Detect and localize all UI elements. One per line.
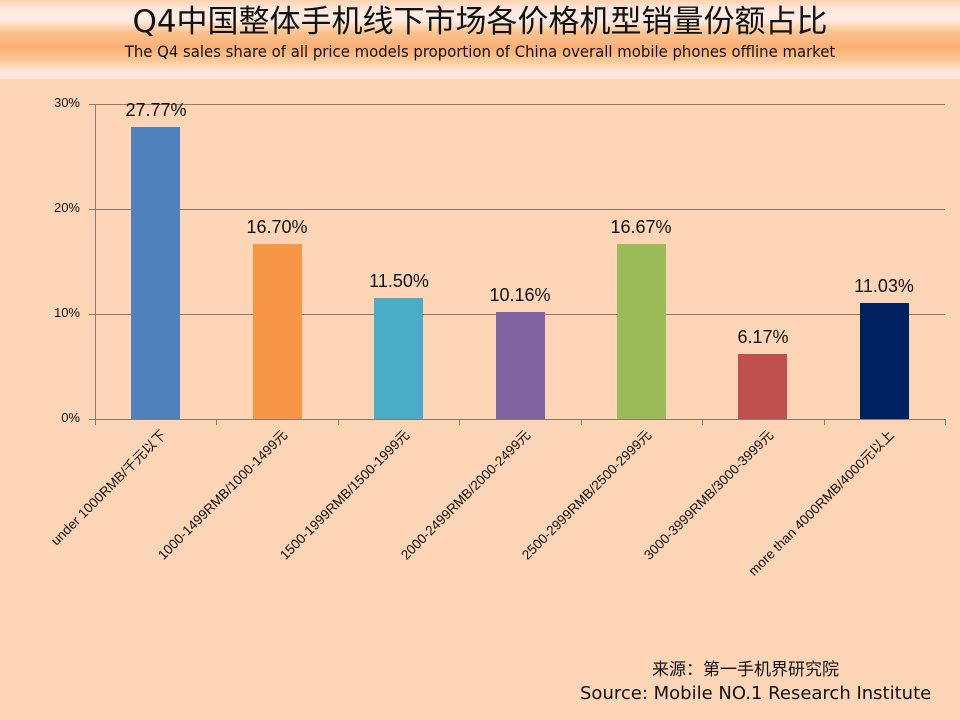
- category-label: 3000-3999RMB/3000-3999元: [641, 427, 777, 563]
- y-tick-label: 30%: [53, 95, 80, 110]
- category-label: more than 4000RMB/4000元以上: [745, 427, 897, 579]
- x-axis: [95, 419, 945, 420]
- y-tick: [89, 419, 95, 420]
- bar: [860, 303, 909, 419]
- category-label: under 1000RMB/千元以下: [48, 427, 170, 549]
- y-axis: [95, 104, 96, 420]
- data-label: 11.03%: [854, 276, 914, 296]
- gridline: [95, 209, 945, 210]
- bar: [617, 244, 666, 419]
- data-label: 16.70%: [246, 217, 308, 237]
- y-tick-label: 0%: [61, 410, 80, 425]
- chart-subtitle: The Q4 sales share of all price models p…: [124, 42, 836, 61]
- category-label: 2500-2999RMB/2500-2999元: [519, 427, 655, 563]
- x-tick: [459, 419, 460, 425]
- x-tick: [216, 419, 217, 425]
- bar: [738, 354, 787, 419]
- category-label: 1500-1999RMB/1500-1999元: [277, 427, 413, 563]
- y-tick: [89, 209, 95, 210]
- data-label: 27.77%: [125, 100, 187, 120]
- x-tick: [581, 419, 582, 425]
- title-banner: Q4中国整体手机线下市场各价格机型销量份额占比 The Q4 sales sha…: [0, 0, 960, 80]
- data-label: 11.50%: [369, 271, 429, 291]
- category-label: 1000-1499RMB/1000-1499元: [155, 427, 291, 563]
- gridline: [95, 104, 945, 105]
- source-english: Source: Mobile NO.1 Research Institute: [580, 683, 932, 704]
- data-label: 16.67%: [610, 217, 672, 237]
- x-tick: [945, 419, 946, 425]
- chart-title: Q4中国整体手机线下市场各价格机型销量份额占比: [132, 4, 828, 40]
- y-tick: [89, 104, 95, 105]
- bar: [253, 244, 302, 419]
- bar: [374, 298, 423, 419]
- source-chinese: 来源：第一手机界研究院: [652, 660, 839, 680]
- bar: [131, 127, 180, 419]
- x-tick: [824, 419, 825, 425]
- y-tick-label: 20%: [53, 200, 80, 215]
- bar: [496, 312, 545, 419]
- y-tick: [89, 314, 95, 315]
- data-label: 6.17%: [737, 327, 789, 347]
- y-tick-label: 10%: [53, 305, 80, 320]
- data-label: 10.16%: [489, 285, 551, 305]
- x-tick: [702, 419, 703, 425]
- x-tick: [95, 419, 96, 425]
- x-tick: [338, 419, 339, 425]
- category-label: 2000-2499RMB/2000-2499元: [398, 427, 534, 563]
